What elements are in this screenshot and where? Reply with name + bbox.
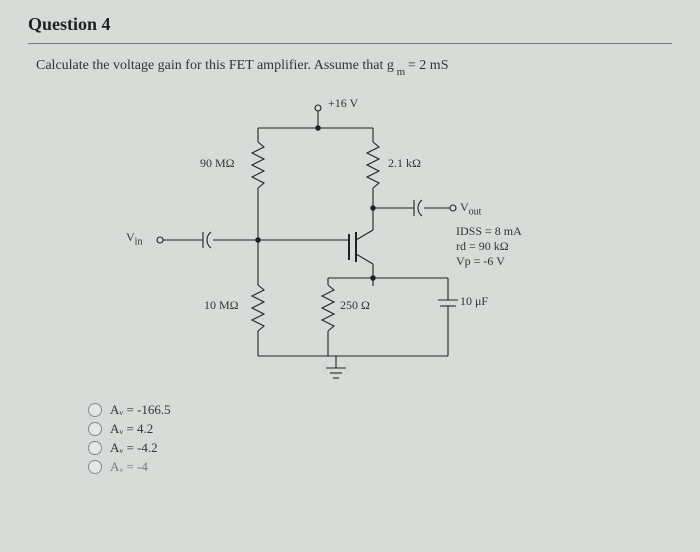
- r-upper-left: 90 MΩ: [200, 156, 235, 171]
- circuit-svg: [118, 90, 578, 390]
- c-source: 10 μF: [460, 294, 488, 309]
- radio-icon: [88, 441, 102, 455]
- page: Question 4 Calculate the voltage gain fo…: [0, 0, 700, 492]
- divider: [28, 43, 672, 44]
- option-label: Aᵥ = -4: [110, 459, 148, 475]
- option-label: Aᵥ = 4.2: [110, 421, 153, 437]
- option-label: Aᵥ = -4.2: [110, 440, 158, 456]
- fet-idss: IDSS = 8 mA: [456, 224, 522, 239]
- option-d[interactable]: Aᵥ = -4: [88, 459, 672, 475]
- fet-vp: Vp = -6 V: [456, 254, 505, 269]
- prompt-suffix: = 2 mS: [408, 58, 449, 73]
- prompt-sub: m: [394, 66, 408, 78]
- radio-icon: [88, 460, 102, 474]
- radio-icon: [88, 422, 102, 436]
- radio-icon: [88, 403, 102, 417]
- r-lower-left: 10 MΩ: [204, 298, 239, 313]
- r-drain: 2.1 kΩ: [388, 156, 421, 171]
- vin-label: Vin: [126, 230, 142, 247]
- answer-options: Aᵥ = -166.5 Aᵥ = 4.2 Aᵥ = -4.2 Aᵥ = -4: [88, 402, 672, 475]
- circuit-diagram: +16 V 90 MΩ 2.1 kΩ VVoutout Vin IDSS = 8…: [118, 90, 578, 390]
- supply-label: +16 V: [328, 96, 358, 111]
- prompt-prefix: Calculate the voltage gain for this FET …: [36, 58, 394, 73]
- fet-rd: rd = 90 kΩ: [456, 239, 509, 254]
- option-b[interactable]: Aᵥ = 4.2: [88, 421, 672, 437]
- question-prompt: Calculate the voltage gain for this FET …: [36, 58, 672, 76]
- r-source: 250 Ω: [340, 298, 370, 313]
- vout-label: VVoutout: [460, 200, 481, 217]
- question-title: Question 4: [28, 14, 672, 35]
- option-label: Aᵥ = -166.5: [110, 402, 171, 418]
- option-c[interactable]: Aᵥ = -4.2: [88, 440, 672, 456]
- option-a[interactable]: Aᵥ = -166.5: [88, 402, 672, 418]
